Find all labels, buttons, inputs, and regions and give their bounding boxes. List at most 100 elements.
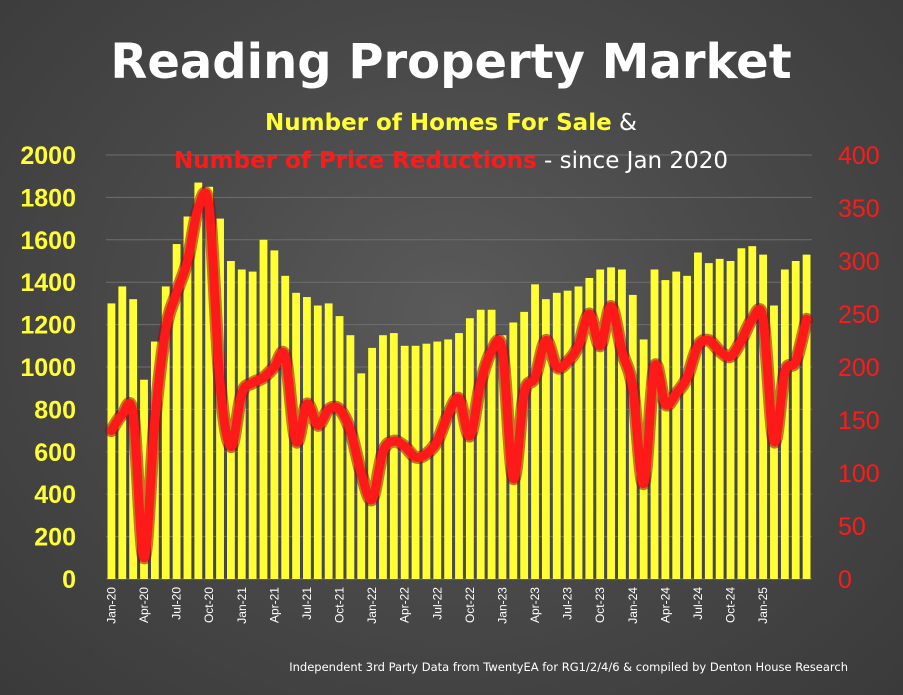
line-point: [664, 402, 667, 406]
bar: [183, 216, 192, 580]
line-point: [349, 429, 352, 432]
line-point: [360, 471, 363, 475]
right-tick-label: 200: [838, 354, 880, 382]
right-tick-label: 0: [838, 566, 852, 594]
bar: [455, 333, 463, 579]
right-tick-label: 150: [838, 407, 880, 435]
line-point: [761, 318, 765, 321]
x-tick-label: Apr-23: [528, 587, 542, 623]
line-point: [718, 349, 721, 353]
line-point: [142, 556, 146, 559]
bar: [704, 263, 713, 579]
bar: [802, 254, 811, 579]
line-point: [197, 206, 200, 210]
line-point: [783, 371, 787, 374]
right-tick-label: 250: [838, 301, 880, 329]
line-point: [338, 408, 341, 411]
x-tick-label: Apr-21: [267, 587, 281, 623]
subtitle-since: - since Jan 2020: [537, 148, 728, 174]
bar: [194, 182, 203, 579]
line-point: [522, 392, 526, 395]
line-point: [457, 397, 461, 400]
x-tick-label: Apr-22: [398, 587, 412, 623]
bar: [726, 261, 735, 579]
line-point: [218, 381, 222, 385]
x-tick-label: Jul-22: [430, 587, 444, 620]
left-tick-label: 2000: [20, 142, 76, 170]
line-point: [479, 381, 482, 385]
line-point: [207, 206, 211, 210]
subtitle-homes-for-sale: Number of Homes For Sale: [265, 110, 612, 136]
line-point: [121, 413, 124, 416]
right-tick-label: 100: [838, 460, 880, 488]
bar: [324, 303, 333, 579]
line-point: [642, 482, 645, 485]
subtitle-price-reductions: Number of Price Reductions: [174, 148, 537, 174]
line-point: [675, 392, 678, 395]
line-point: [577, 344, 580, 347]
line-point: [414, 455, 417, 459]
line-point: [370, 498, 374, 501]
line-point: [229, 445, 233, 448]
bar: [715, 258, 724, 579]
line-point: [653, 365, 656, 369]
line-point: [805, 318, 808, 321]
bar: [281, 275, 290, 579]
left-tick-label: 1800: [20, 184, 76, 212]
line-point: [186, 259, 189, 263]
x-tick-label: Jan-24: [626, 587, 640, 624]
line-series-price-reductions: [104, 186, 814, 565]
left-tick-label: 400: [34, 481, 76, 509]
bar: [313, 305, 322, 579]
bar: [552, 292, 561, 579]
line-point: [740, 339, 743, 342]
bar: [172, 244, 181, 580]
left-tick-label: 600: [34, 439, 76, 467]
bar: [400, 345, 409, 579]
line-point: [609, 305, 613, 308]
line-point: [588, 312, 591, 316]
bar: [303, 297, 311, 579]
right-tick-label: 300: [838, 248, 880, 276]
line-point: [251, 381, 254, 385]
chart-title: Reading Property Market: [110, 34, 791, 90]
line-point: [490, 349, 493, 353]
x-tick-label: Jul-24: [691, 587, 705, 620]
line-point: [468, 434, 472, 438]
x-tick-label: Jan-20: [104, 587, 118, 624]
bar: [531, 284, 539, 579]
line-point: [544, 339, 548, 342]
bar: [389, 333, 398, 579]
line-point: [707, 339, 711, 342]
line-point: [533, 376, 537, 379]
bar: [563, 290, 572, 579]
line-point: [403, 445, 406, 448]
line-point: [175, 291, 178, 294]
bar: [118, 286, 127, 579]
x-tick-label: Jul-21: [300, 587, 314, 620]
line-point: [685, 376, 689, 379]
line-point: [327, 408, 330, 411]
bar: [476, 309, 485, 579]
x-tick-label: Jan-23: [495, 587, 509, 624]
left-tick-label: 1600: [20, 227, 76, 255]
right-tick-label: 50: [838, 513, 866, 541]
bar: [574, 286, 583, 579]
line-point: [599, 344, 602, 347]
bar: [541, 299, 550, 579]
right-tick-label: 350: [838, 195, 880, 223]
line-point: [566, 360, 569, 363]
left-tick-label: 1200: [20, 312, 76, 340]
bar: [270, 250, 279, 579]
chart-subtitle-line2: Number of Price Reductions - since Jan 2…: [174, 148, 728, 174]
bar: [618, 269, 626, 579]
bar: [672, 271, 681, 579]
left-tick-label: 800: [34, 396, 76, 424]
x-tick-label: Jul-20: [170, 587, 184, 620]
line-point: [436, 440, 439, 443]
line-point: [620, 349, 624, 353]
right-y-axis-ticks: 0 50 100 150 200 250 300 350 400: [838, 142, 880, 594]
line-point: [392, 440, 396, 443]
bar: [465, 318, 474, 579]
subtitle-ampersand: &: [612, 110, 637, 136]
